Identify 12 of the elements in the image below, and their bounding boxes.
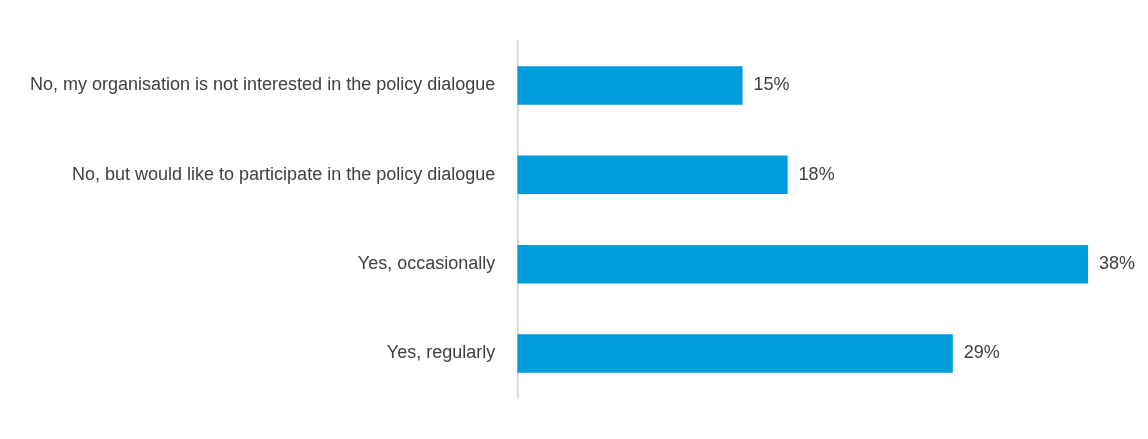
y-tick-label: Yes, occasionally (357, 253, 496, 274)
bar (517, 66, 743, 105)
data-label: 38% (1099, 253, 1136, 274)
bar (517, 334, 953, 373)
bar (517, 155, 788, 195)
y-tick-label: No, my organisation is not interested in the policy dialogue (29, 74, 496, 95)
y-tick-label: No, but would like to participate in the policy dialogue (72, 163, 496, 184)
bar (517, 244, 1088, 284)
data-label: 15% (753, 74, 790, 95)
data-label: 29% (963, 342, 1000, 363)
data-label: 18% (798, 163, 835, 184)
y-tick-label: Yes, regularly (386, 342, 496, 363)
